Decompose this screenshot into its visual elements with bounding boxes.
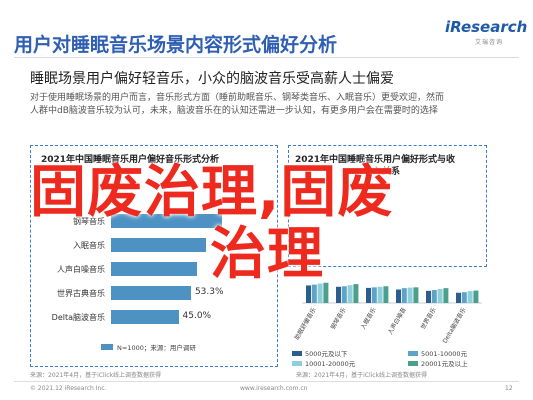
- left-bar: [111, 310, 179, 324]
- footer-site: www.iresearch.com.cn: [240, 385, 308, 392]
- right-bar: [437, 288, 443, 303]
- right-bar: [311, 284, 317, 303]
- right-bar: [353, 284, 359, 303]
- right-bar: [401, 288, 407, 303]
- legend-swatch: [408, 351, 418, 356]
- right-category-label: 钢琴音乐: [329, 306, 348, 331]
- right-legend-label: 5001-10000元: [421, 350, 468, 358]
- right-bar: [317, 283, 323, 303]
- right-bar: [366, 287, 371, 303]
- watermark-line: 固废治理,固废: [30, 160, 395, 225]
- left-chart-title: 2021年中国睡眠音乐用户偏好音乐形式分析: [41, 155, 220, 165]
- legend-swatch: [101, 344, 113, 350]
- page-subtitle: 睡眠场景用户偏好轻音乐，小众的脑波音乐受高薪人士偏爱: [30, 71, 394, 87]
- right-chart-subtitle: 入关系: [373, 167, 401, 177]
- right-category-label: 助眠舒缓音乐: [293, 306, 318, 341]
- legend-swatch: [292, 361, 302, 366]
- right-bar: [371, 287, 377, 303]
- right-footnote: 来源：2021年4月，基于iClick线上调查数据获得: [296, 372, 428, 379]
- summary-line: 对于使用睡眠场景的用户而言，音乐形式方面（睡前助眠音乐、钢琴类音乐、入眠音乐）更…: [30, 93, 445, 103]
- right-bar: [323, 282, 329, 303]
- right-bar: [461, 292, 467, 303]
- right-bar: [426, 290, 431, 303]
- iresearch-logo: iResearch 艾瑞咨询: [445, 18, 528, 54]
- left-legend: N=1000；来源：用户调研: [101, 342, 196, 352]
- left-bar-category-label: 人声白噪音乐: [57, 265, 105, 274]
- watermark-overlay: 固废治理,固废 治理: [30, 162, 394, 286]
- right-chart-panel: 2021年中国睡眠音乐用户偏好形式与收 入关系: [288, 145, 487, 267]
- right-bar: [377, 286, 383, 303]
- right-chart-title: 2021年中国睡眠音乐用户偏好形式与收: [295, 155, 456, 165]
- left-legend-text: N=1000；来源：用户调研: [117, 344, 196, 352]
- left-bar: [111, 262, 198, 276]
- logo-subtext: 艾瑞咨询: [475, 39, 504, 46]
- right-legend-label: 10001-20000元: [305, 360, 356, 368]
- watermark-line: 治理: [210, 222, 324, 287]
- footer-copyright: © 2021.12 iResearch Inc.: [30, 385, 107, 392]
- page-number: 12: [505, 385, 513, 392]
- right-bar: [431, 290, 437, 303]
- right-bar: [341, 286, 347, 303]
- right-bar: [306, 285, 311, 303]
- right-bar: [383, 286, 389, 303]
- right-legend-label: 20001元及以上: [421, 359, 468, 368]
- left-bar-value-label: 53.3%: [194, 287, 224, 297]
- legend-swatch: [292, 351, 302, 356]
- legend-swatch: [408, 361, 418, 366]
- right-bar: [456, 292, 461, 303]
- left-bar-category-label: 世界古典音乐: [57, 289, 105, 298]
- title-divider: [14, 57, 519, 58]
- right-bar: [467, 291, 473, 303]
- right-bar: [396, 289, 401, 303]
- left-bar: [111, 286, 191, 300]
- right-category-label: 入眠音乐: [359, 306, 378, 331]
- left-bar: [111, 214, 222, 228]
- right-category-label: 世界音乐: [419, 306, 438, 331]
- right-bar: [473, 290, 479, 303]
- left-bar-value-label: 45.0%: [182, 311, 212, 321]
- right-bar: [443, 288, 449, 303]
- right-bar: [347, 285, 353, 303]
- left-chart-panel: 2021年中国睡眠音乐用户偏好音乐形式分析 钢琴音乐入眠音乐人声白噪音乐 世界古典…: [30, 145, 278, 367]
- logo-text: iResearch: [445, 18, 528, 36]
- left-bar-category-label: 入眠音乐: [73, 241, 105, 250]
- summary-line: 人群中dB脑波音乐较为认可，未来，脑波音乐在的认知还需进一步认知，有更多用户会在…: [30, 106, 438, 116]
- right-bar: [407, 287, 413, 303]
- right-category-label: Delta脑波音乐: [441, 306, 468, 345]
- right-bar: [336, 286, 341, 303]
- left-bar-category-label: 钢琴音乐: [73, 217, 105, 226]
- right-legend-label: 5000元及以下: [305, 350, 348, 358]
- left-bar: [111, 238, 206, 252]
- left-bar-category-label: Delta脑波音乐: [51, 313, 105, 322]
- footer-divider: [14, 381, 519, 382]
- right-bar: [413, 287, 419, 303]
- page-title: 用户对睡眠音乐场景内容形式偏好分析: [14, 34, 338, 56]
- left-footnote: 来源：2021年4月，基于iClick线上调查数据获得: [30, 372, 162, 379]
- right-category-label: 人声白噪音: [386, 306, 408, 336]
- right-grouped-bar-chart: 助眠舒缓音乐 钢琴音乐 入眠音乐 人声白噪音 世界音乐 Delta脑波音乐 5000元及以下…: [292, 282, 482, 368]
- summary-paragraph: 对于使用睡眠场景的用户而言，音乐形式方面（睡前助眠音乐、钢琴类音乐、入眠音乐）更…: [30, 92, 500, 118]
